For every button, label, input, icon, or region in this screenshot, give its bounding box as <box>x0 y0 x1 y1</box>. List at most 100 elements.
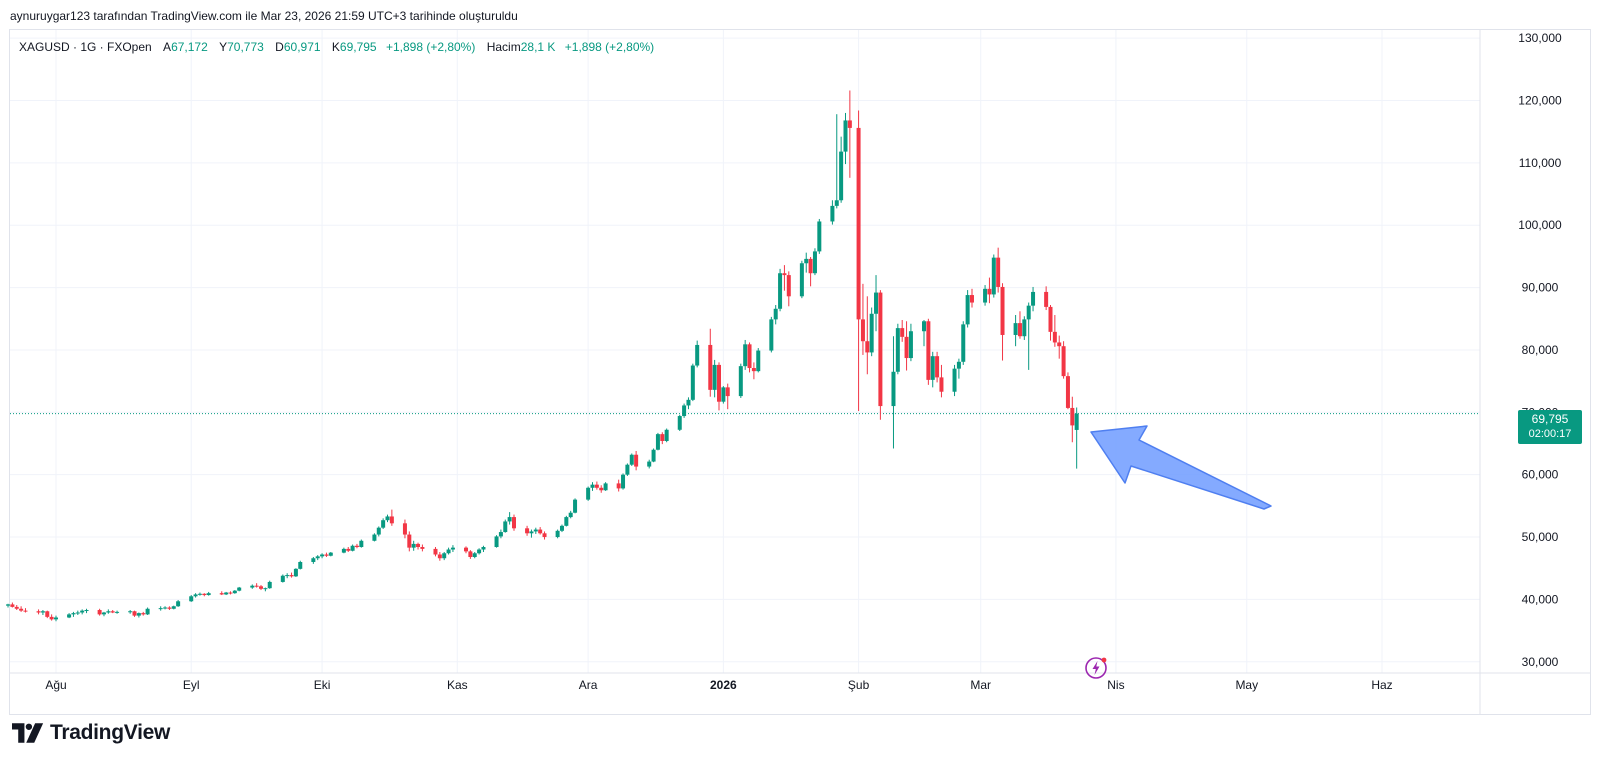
candle[interactable] <box>354 543 359 549</box>
candle[interactable] <box>935 351 940 383</box>
candle[interactable] <box>376 526 381 537</box>
candle[interactable] <box>773 305 778 325</box>
candle[interactable] <box>843 112 848 165</box>
candle[interactable] <box>481 545 486 553</box>
candle[interactable] <box>254 583 259 588</box>
candle[interactable] <box>965 290 970 328</box>
candle[interactable] <box>84 608 89 614</box>
candle[interactable] <box>603 482 608 491</box>
candle[interactable] <box>315 555 320 561</box>
candle[interactable] <box>1026 302 1031 370</box>
candle[interactable] <box>224 591 229 596</box>
candle[interactable] <box>690 363 695 402</box>
candle[interactable] <box>40 610 45 615</box>
candle[interactable] <box>324 552 329 557</box>
candle[interactable] <box>237 586 242 592</box>
candle[interactable] <box>573 498 578 514</box>
candle[interactable] <box>655 432 660 451</box>
candle[interactable] <box>202 593 207 597</box>
candle[interactable] <box>1070 396 1075 443</box>
candle[interactable] <box>128 610 133 614</box>
candle[interactable] <box>71 611 76 617</box>
candle[interactable] <box>110 610 115 614</box>
candle[interactable] <box>847 90 852 178</box>
candle[interactable] <box>507 512 512 525</box>
candle[interactable] <box>442 552 447 561</box>
candle[interactable] <box>743 339 748 370</box>
candle[interactable] <box>599 485 604 493</box>
chart-panel[interactable] <box>9 29 1591 715</box>
candle[interactable] <box>328 552 333 557</box>
candle[interactable] <box>346 547 351 553</box>
candle[interactable] <box>320 553 325 559</box>
candle[interactable] <box>1052 315 1057 347</box>
candle[interactable] <box>660 432 665 445</box>
candle[interactable] <box>869 307 874 357</box>
candle[interactable] <box>717 362 721 411</box>
candle[interactable] <box>812 248 817 276</box>
candle[interactable] <box>956 358 961 379</box>
candle[interactable] <box>721 386 726 404</box>
candle[interactable] <box>49 614 54 621</box>
candle[interactable] <box>267 580 272 589</box>
candle[interactable] <box>1000 283 1005 361</box>
candle[interactable] <box>725 383 730 410</box>
candle[interactable] <box>621 473 626 490</box>
candle[interactable] <box>1057 335 1062 359</box>
candle[interactable] <box>590 482 595 491</box>
candle[interactable] <box>677 414 682 432</box>
candle[interactable] <box>926 318 931 385</box>
candle[interactable] <box>616 479 621 492</box>
candle[interactable] <box>860 283 865 355</box>
candle[interactable] <box>298 560 303 570</box>
candle[interactable] <box>817 218 822 254</box>
candle[interactable] <box>289 572 294 578</box>
candle[interactable] <box>145 607 150 615</box>
candle[interactable] <box>171 605 176 610</box>
candle[interactable] <box>839 136 844 203</box>
candle[interactable] <box>778 268 783 312</box>
lightning-bolt-icon[interactable] <box>1084 656 1108 680</box>
candle[interactable] <box>568 510 573 519</box>
candle[interactable] <box>799 260 804 299</box>
candle[interactable] <box>952 364 957 397</box>
candle[interactable] <box>468 550 473 559</box>
candle[interactable] <box>250 584 255 589</box>
legend-symbol[interactable]: XAGUSD · 1G · FXOpen <box>19 40 152 54</box>
candle[interactable] <box>542 531 547 540</box>
candle[interactable] <box>167 606 172 611</box>
candle[interactable] <box>511 514 516 531</box>
candle[interactable] <box>664 428 669 443</box>
candle[interactable] <box>263 587 268 592</box>
candle[interactable] <box>987 277 992 304</box>
candle[interactable] <box>756 348 761 373</box>
candle[interactable] <box>416 542 421 550</box>
candle[interactable] <box>163 606 168 610</box>
candle[interactable] <box>464 546 469 554</box>
candle[interactable] <box>389 509 394 526</box>
candle[interactable] <box>782 265 787 291</box>
candle[interactable] <box>259 585 264 591</box>
candle[interactable] <box>1074 407 1079 469</box>
candle[interactable] <box>808 257 813 287</box>
candle[interactable] <box>533 527 538 534</box>
candle[interactable] <box>900 320 905 342</box>
candle[interactable] <box>983 285 988 306</box>
candle[interactable] <box>433 547 438 557</box>
candle[interactable] <box>285 573 290 579</box>
candle[interactable] <box>895 323 900 375</box>
candle[interactable] <box>446 547 451 555</box>
candle[interactable] <box>158 606 163 611</box>
candle[interactable] <box>219 591 224 596</box>
candle[interactable] <box>712 359 717 398</box>
candle[interactable] <box>682 403 687 418</box>
candle[interactable] <box>891 336 896 449</box>
candle[interactable] <box>132 610 137 617</box>
candle[interactable] <box>75 610 80 615</box>
candle[interactable] <box>1044 286 1049 311</box>
candle[interactable] <box>381 518 386 529</box>
annotation-arrow[interactable] <box>1090 425 1272 510</box>
candle[interactable] <box>564 515 569 527</box>
candle[interactable] <box>908 323 913 362</box>
candle[interactable] <box>786 271 791 307</box>
